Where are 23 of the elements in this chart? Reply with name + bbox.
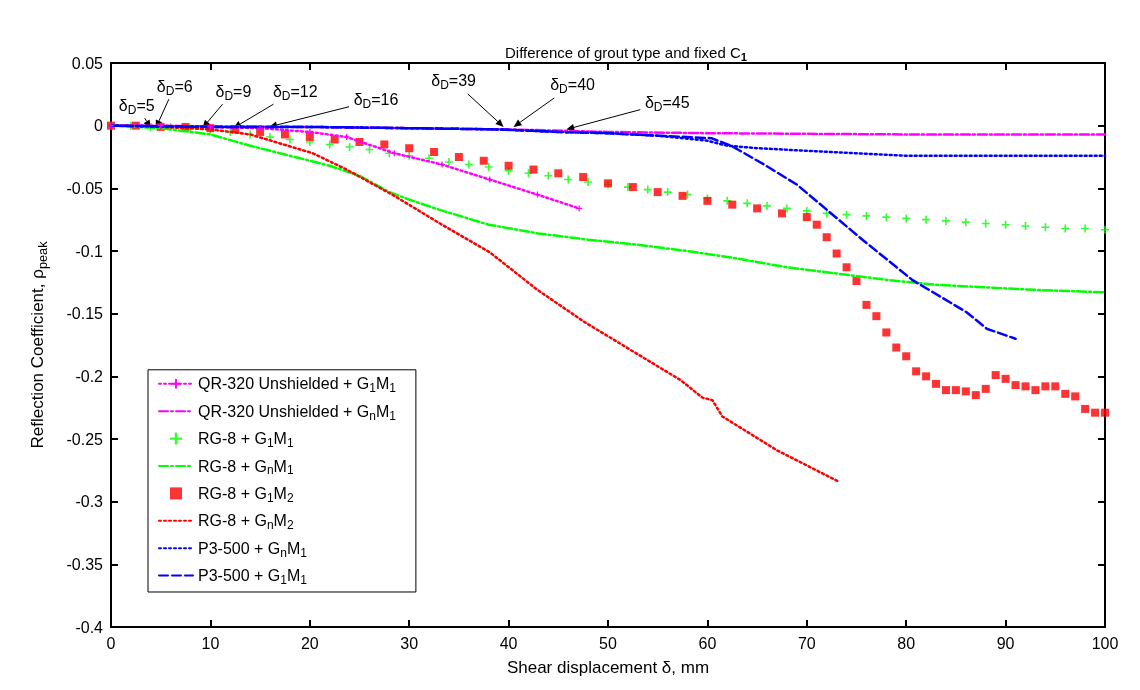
x-tick-label: 20 — [300, 634, 319, 652]
x-tick-label: 100 — [1091, 634, 1119, 652]
x-tick-label: 80 — [897, 634, 916, 652]
y-tick-label: 0.05 — [71, 54, 104, 72]
x-tick-label: 50 — [599, 634, 617, 652]
y-tick-label: -0.3 — [75, 493, 104, 511]
y-axis-title: Reflection Coefficient, ρpeak — [28, 240, 50, 449]
y-tick-label: -0.1 — [75, 242, 104, 260]
y-tick-label: -0.25 — [66, 430, 104, 448]
y-tick-label: 0 — [94, 117, 104, 135]
x-tick-label: 40 — [499, 634, 518, 652]
x-tick-label: 90 — [996, 634, 1015, 652]
x-tick-label: 10 — [201, 634, 220, 652]
y-tick-label: -0.15 — [66, 305, 104, 323]
y-tick-label: -0.05 — [66, 179, 104, 197]
x-tick-label: 0 — [106, 634, 116, 652]
y-tick-label: -0.35 — [66, 555, 104, 573]
x-tick-label: 30 — [400, 634, 419, 652]
x-tick-label: 70 — [797, 634, 816, 652]
y-tick-label: -0.2 — [75, 367, 104, 385]
y-tick-label: -0.4 — [75, 618, 104, 636]
x-axis-title: Shear displacement δ, mm — [506, 658, 710, 677]
x-tick-label: 60 — [698, 634, 717, 652]
